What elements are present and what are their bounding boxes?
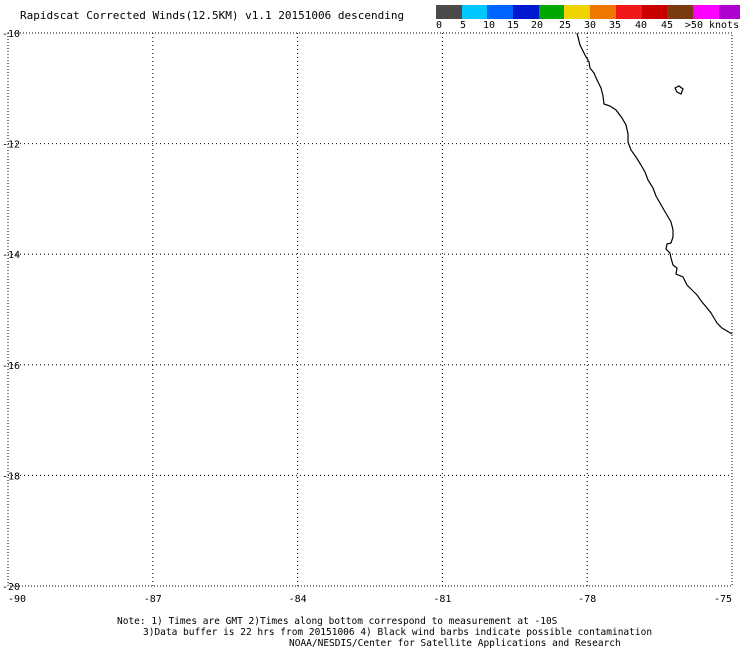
lat-tick-label: -18 — [2, 471, 20, 482]
note-line-1: Note: 1) Times are GMT 2)Times along bot… — [117, 616, 558, 627]
colorbar-label: 35 — [608, 20, 622, 31]
island — [674, 85, 684, 95]
colorbar-swatch — [513, 5, 539, 19]
lon-tick-label: -90 — [8, 594, 26, 605]
lat-tick-label: -10 — [2, 29, 20, 40]
colorbar-swatch — [667, 5, 693, 19]
note-line-2: 3)Data buffer is 22 hrs from 20151006 4)… — [143, 627, 653, 638]
lat-tick-label: -14 — [2, 250, 20, 261]
colorbar-swatch — [461, 5, 488, 19]
colorbar-swatch — [436, 5, 462, 19]
map-title: Rapidscat Corrected Winds(12.5KM) v1.1 2… — [20, 9, 405, 22]
colorbar-label: 45 — [660, 20, 674, 31]
colorbar-label: 30 — [583, 20, 597, 31]
colorbar-swatch — [487, 5, 514, 19]
colorbar-label: 20 — [530, 20, 544, 31]
coastline — [576, 32, 733, 335]
colorbar-label: 15 — [506, 20, 520, 31]
colorbar-swatch — [615, 5, 642, 19]
colorbar-swatch — [692, 5, 719, 19]
lat-tick-label: -20 — [2, 582, 20, 593]
colorbar-label: 10 — [482, 20, 496, 31]
grid-lines — [8, 33, 732, 586]
lat-tick-label: -16 — [2, 361, 20, 372]
colorbar-swatch — [564, 5, 591, 19]
colorbar-swatch — [590, 5, 616, 19]
lon-tick-label: -81 — [433, 594, 451, 605]
lon-tick-label: -78 — [578, 594, 596, 605]
colorbar-swatch — [641, 5, 668, 19]
lon-tick-label: -87 — [144, 594, 162, 605]
colorbar-label: 25 — [558, 20, 572, 31]
lon-tick-label: -75 — [714, 594, 732, 605]
note-credit: NOAA/NESDIS/Center for Satellite Applica… — [289, 638, 621, 649]
axis-ticks: -90 -87 -84 -81 -78 -75 -10 -12 -14 -16 -18 -20 — [2, 29, 732, 605]
colorbar-swatch — [718, 5, 740, 19]
colorbar-label: 5 — [459, 20, 467, 31]
lon-tick-label: -84 — [289, 594, 307, 605]
colorbar-label: 40 — [634, 20, 648, 31]
colorbar-label: >50 knots — [684, 20, 740, 31]
colorbar-label: 0 — [435, 20, 443, 31]
map-frame — [7, 32, 733, 587]
lat-tick-label: -12 — [2, 140, 20, 151]
wind-speed-colorbar — [436, 5, 740, 19]
colorbar-swatch — [538, 5, 565, 19]
